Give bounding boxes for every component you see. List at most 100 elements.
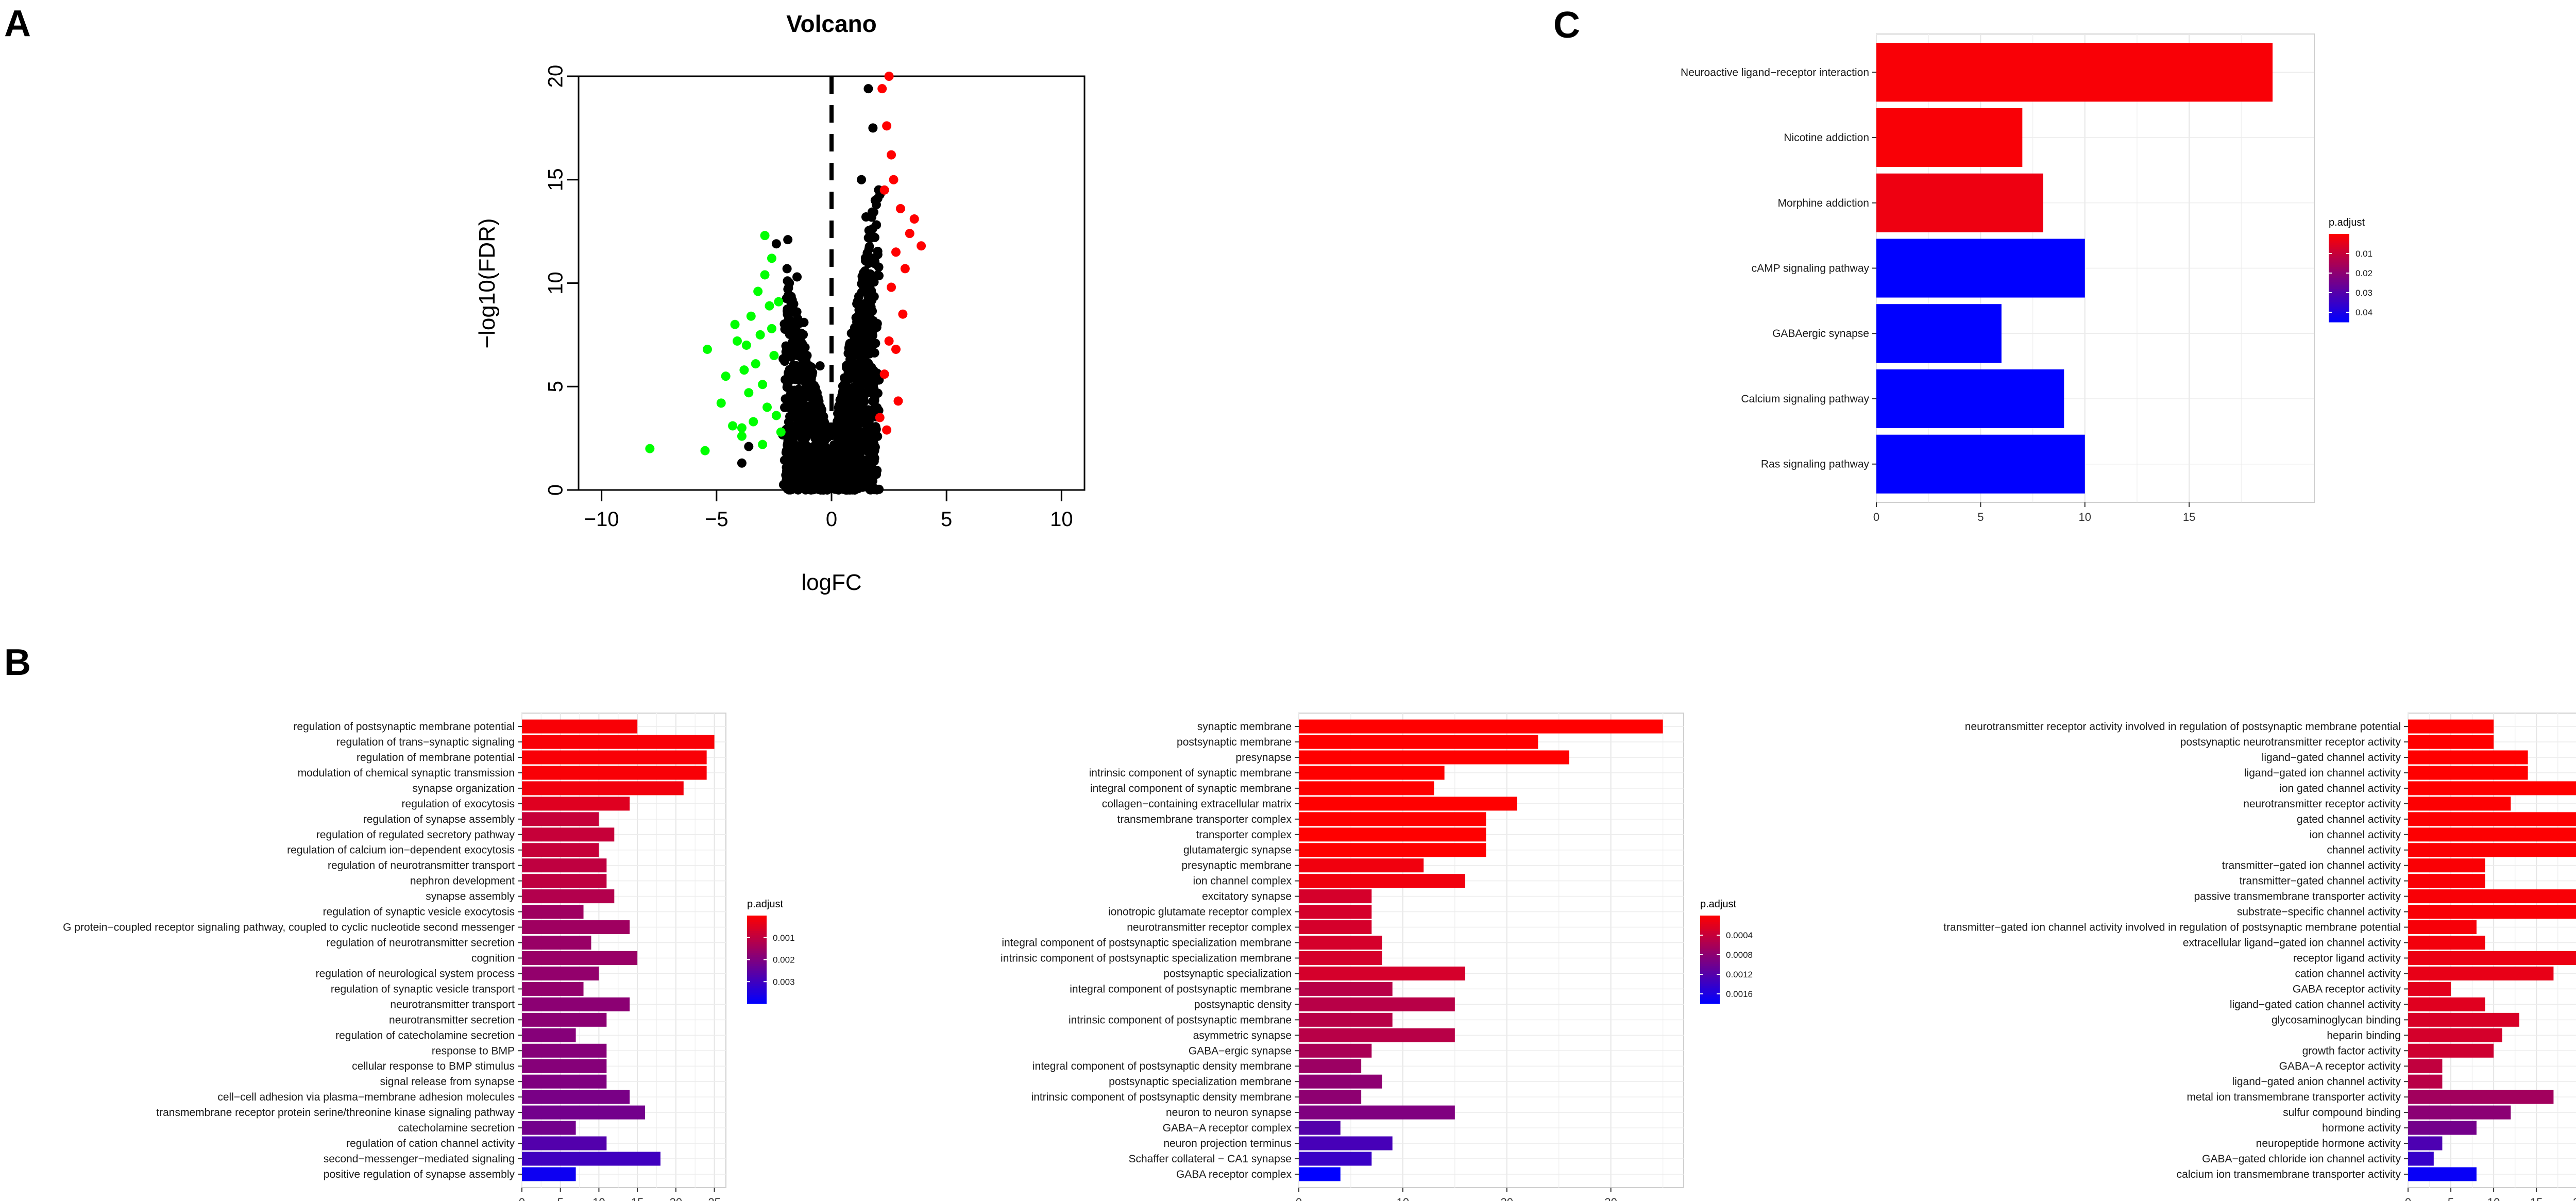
ns-point xyxy=(871,422,880,432)
ns-point xyxy=(850,408,860,417)
down-point xyxy=(716,398,726,408)
bar xyxy=(1299,1105,1455,1120)
ns-point xyxy=(853,480,862,489)
legend-gradient-step xyxy=(2329,278,2349,281)
ns-point xyxy=(800,459,810,469)
bar xyxy=(1299,858,1424,873)
ns-point xyxy=(817,454,827,464)
bar xyxy=(522,1121,576,1135)
ns-point xyxy=(805,476,815,486)
legend-gradient-step xyxy=(1700,964,1720,967)
bar xyxy=(522,889,615,904)
ns-point xyxy=(788,322,798,332)
bar xyxy=(2408,997,2485,1011)
legend-gradient-step xyxy=(1700,940,1720,942)
go-cc-bar-chart: synaptic membrane postsynaptic membrane pr… xyxy=(1001,713,1753,1201)
ns-point xyxy=(864,466,874,476)
panel-label-b: B xyxy=(4,642,31,683)
bar xyxy=(1299,1136,1393,1151)
legend-gradient-step xyxy=(747,970,767,973)
down-point xyxy=(769,351,779,361)
legend-gradient-step xyxy=(2329,293,2349,296)
legend-gradient-step xyxy=(2329,276,2349,279)
legend-gradient-step xyxy=(747,984,767,987)
category-label: Neuroactive ligand−receptor interaction xyxy=(1681,66,1869,78)
category-label: integral component of postsynaptic speci… xyxy=(1002,937,1292,949)
legend-gradient-step xyxy=(1700,984,1720,987)
ns-point xyxy=(861,212,871,222)
legend-gradient-step xyxy=(1700,982,1720,985)
ns-point xyxy=(847,357,857,367)
bar xyxy=(1876,239,2085,298)
ns-point xyxy=(781,375,790,384)
legend-gradient-step xyxy=(2329,267,2349,269)
category-label: neurotransmitter receptor activity invol… xyxy=(1965,721,2401,733)
legend-gradient-step xyxy=(747,957,767,960)
ns-point xyxy=(810,444,820,453)
up-point xyxy=(879,369,889,379)
category-label: neuron to neuron synapse xyxy=(1166,1107,1292,1119)
ns-point xyxy=(860,390,870,400)
category-label: neurotransmitter receptor complex xyxy=(1127,922,1292,934)
bar xyxy=(522,781,684,796)
category-label: cell−cell adhesion via plasma−membrane a… xyxy=(217,1091,515,1103)
category-label: cellular response to BMP stimulus xyxy=(352,1060,515,1072)
x-tick-label: 0 xyxy=(1296,1196,1302,1201)
bar xyxy=(2408,1074,2443,1089)
down-point xyxy=(765,301,774,311)
up-point xyxy=(891,344,901,354)
legend-gradient-step xyxy=(2329,269,2349,272)
category-label: regulation of trans−synaptic signaling xyxy=(336,736,515,748)
x-tick-label: 0 xyxy=(2405,1196,2411,1201)
ns-point xyxy=(787,454,797,464)
x-tick-label: 30 xyxy=(1604,1196,1617,1201)
category-label: GABA−A receptor complex xyxy=(1163,1122,1292,1134)
category-label: collagen−containing extracellular matrix xyxy=(1102,798,1292,810)
bar xyxy=(522,812,599,826)
panel-label-a: A xyxy=(4,3,31,44)
down-point xyxy=(758,439,768,449)
ns-point xyxy=(863,359,873,368)
ns-point xyxy=(795,428,805,437)
bar xyxy=(522,936,591,950)
ns-point xyxy=(822,425,832,435)
category-label: integral component of postsynaptic membr… xyxy=(1070,983,1292,995)
legend-gradient-step xyxy=(1700,966,1720,969)
down-point xyxy=(739,365,749,375)
ns-point xyxy=(857,428,867,438)
category-label: calcium ion transmembrane transporter ac… xyxy=(2177,1169,2401,1180)
legend-gradient-step xyxy=(1700,931,1720,934)
bar xyxy=(522,1090,630,1104)
category-label: regulation of cation channel activity xyxy=(346,1138,515,1149)
legend-gradient-step xyxy=(2329,238,2349,241)
category-label: transmembrane transporter complex xyxy=(1117,814,1292,825)
bar xyxy=(1299,1059,1362,1073)
bar xyxy=(1299,889,1372,904)
legend-label: 0.0016 xyxy=(1726,989,1753,999)
x-tick-label: 25 xyxy=(708,1196,720,1201)
ns-point xyxy=(744,442,754,451)
bar xyxy=(1876,434,2085,494)
legend-gradient-step xyxy=(747,975,767,978)
legend-gradient-step xyxy=(747,964,767,967)
up-point xyxy=(900,264,910,274)
down-point xyxy=(744,388,754,398)
bar xyxy=(1299,982,1393,996)
up-point xyxy=(887,282,896,292)
legend-gradient-step xyxy=(747,973,767,976)
bar xyxy=(522,1059,607,1073)
legend-gradient-step xyxy=(747,986,767,989)
bar xyxy=(522,843,599,857)
ns-point xyxy=(869,456,879,466)
legend-gradient-step xyxy=(1700,953,1720,956)
x-tick-label: 0 xyxy=(1873,511,1879,523)
legend-gradient-step xyxy=(2329,313,2349,316)
ns-point xyxy=(866,233,876,243)
ns-point xyxy=(799,317,809,327)
legend-gradient-step xyxy=(1700,999,1720,1002)
category-label: regulation of membrane potential xyxy=(357,752,515,764)
up-point xyxy=(882,425,892,435)
ns-point xyxy=(857,175,867,184)
legend-gradient-step xyxy=(1700,942,1720,945)
legend-gradient-step xyxy=(2329,289,2349,292)
